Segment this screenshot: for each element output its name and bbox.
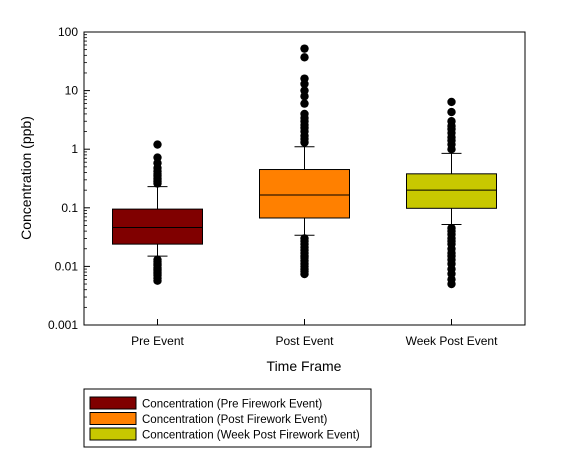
x-axis-title: Time Frame bbox=[267, 358, 342, 374]
outlier-point bbox=[153, 140, 162, 149]
outlier-point bbox=[300, 74, 309, 83]
outlier-point bbox=[447, 117, 456, 126]
box-iqr bbox=[406, 173, 497, 209]
legend-label: Concentration (Week Post Firework Event) bbox=[142, 430, 360, 442]
y-tick-label: 0.01 bbox=[55, 259, 79, 273]
box-group bbox=[112, 140, 203, 285]
outlier-point bbox=[300, 99, 309, 108]
legend-label: Concentration (Post Firework Event) bbox=[142, 414, 328, 426]
outlier-point bbox=[300, 44, 309, 53]
legend: Concentration (Pre Firework Event) Concen… bbox=[83, 388, 372, 448]
y-tick-label: 0.1 bbox=[61, 201, 78, 215]
legend-label: Concentration (Pre Firework Event) bbox=[142, 399, 322, 411]
outlier-point bbox=[300, 53, 309, 62]
box-group bbox=[406, 97, 497, 289]
outlier-point bbox=[153, 153, 162, 162]
box-iqr bbox=[259, 169, 350, 219]
y-tick-label: 0.001 bbox=[48, 318, 78, 332]
outlier-point bbox=[447, 107, 456, 117]
legend-swatch bbox=[89, 412, 137, 425]
y-tick-label: 100 bbox=[58, 25, 78, 39]
outlier-point bbox=[300, 86, 309, 95]
outlier-point bbox=[447, 97, 456, 107]
outlier-point bbox=[153, 276, 162, 285]
box-group bbox=[259, 44, 350, 279]
box-iqr bbox=[112, 208, 203, 245]
x-tick-label: Pre Event bbox=[131, 334, 184, 348]
legend-swatch bbox=[89, 427, 137, 441]
y-tick-label: 1 bbox=[71, 142, 78, 156]
outlier-point bbox=[300, 109, 309, 119]
y-axis-title: Concentration (ppb) bbox=[18, 116, 34, 240]
plot-area: 0.001 0.01 0.1 1 10 100 Pre Event Post Event Wee… bbox=[48, 25, 526, 348]
x-tick-label: Week Post Event bbox=[406, 334, 498, 348]
outlier-point bbox=[447, 279, 456, 289]
legend-swatch bbox=[89, 396, 137, 410]
y-tick-label: 10 bbox=[65, 84, 79, 98]
x-tick-label: Post Event bbox=[275, 334, 334, 348]
outlier-point bbox=[300, 269, 309, 279]
